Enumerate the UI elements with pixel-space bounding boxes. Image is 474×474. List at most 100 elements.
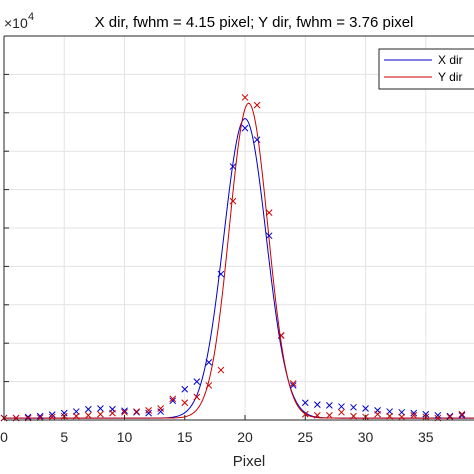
data-point (313, 412, 321, 419)
data-point-stroke (121, 408, 128, 416)
legend-box (378, 48, 474, 90)
data-point (277, 332, 285, 339)
x-tick-label: 35 (418, 429, 434, 445)
data-point (398, 413, 406, 421)
data-point (121, 408, 128, 416)
data-point-stroke (48, 411, 56, 418)
data-point (193, 393, 201, 401)
x-tick-label: 30 (358, 429, 374, 445)
x-axis-label: Pixel (233, 453, 266, 470)
data-point-stroke (109, 409, 116, 417)
data-point-stroke (446, 412, 454, 420)
data-point (205, 382, 213, 389)
data-point-stroke (458, 412, 466, 419)
data-point (181, 385, 189, 393)
data-point (253, 136, 261, 144)
data-point (60, 409, 68, 417)
data-point (169, 395, 177, 403)
data-point (338, 408, 345, 416)
data-point (133, 408, 140, 415)
data-point-stroke (313, 401, 321, 408)
data-point-stroke (97, 410, 104, 418)
data-point-stroke (157, 408, 165, 415)
data-point-stroke (217, 270, 225, 278)
legend-label-y-dir: Y dir (438, 70, 462, 84)
data-point (48, 413, 56, 421)
legend-label-x-dir: X dir (438, 53, 463, 67)
data-point (145, 407, 152, 414)
data-point (374, 410, 381, 418)
y-exponent-power: 4 (28, 11, 34, 23)
data-point-stroke (265, 209, 273, 216)
data-point-stroke (289, 380, 297, 387)
data-point (241, 124, 249, 132)
data-point-stroke (458, 410, 466, 418)
data-point-stroke (434, 412, 442, 419)
data-point-stroke (60, 409, 68, 417)
x-tick-label: 20 (237, 429, 253, 445)
data-point (145, 409, 152, 417)
data-point (24, 413, 32, 421)
x-tick-label: 25 (297, 429, 313, 445)
data-point (326, 412, 333, 419)
data-point (422, 410, 430, 418)
data-point (350, 403, 357, 411)
data-point (157, 405, 165, 412)
data-point-stroke (97, 405, 104, 412)
data-point (434, 412, 442, 419)
data-point-stroke (265, 232, 273, 240)
data-point (205, 359, 213, 366)
data-point-stroke (217, 366, 225, 374)
data-point-stroke (398, 413, 406, 421)
data-point-stroke (229, 163, 237, 170)
data-point-stroke (133, 408, 140, 415)
data-point-stroke (181, 399, 189, 407)
data-point-stroke (205, 359, 213, 366)
data-point (301, 399, 309, 407)
data-point (289, 380, 297, 387)
data-point (362, 405, 369, 412)
data-point (301, 410, 309, 418)
data-point (85, 405, 92, 413)
axis-ticks: 0 5 10 15 20 25 30 35 (0, 73, 434, 445)
data-point (97, 410, 104, 418)
data-point-stroke (36, 412, 44, 420)
data-point-stroke (24, 413, 32, 421)
data-point (446, 412, 454, 420)
data-point-stroke (350, 403, 357, 411)
data-point (289, 382, 297, 389)
data-point (181, 399, 189, 407)
data-point-stroke (145, 407, 152, 414)
data-point-stroke (48, 413, 56, 421)
y-exponent-base: ×10 (4, 15, 28, 31)
data-point-stroke (410, 409, 418, 417)
fit-curve-1 (4, 102, 474, 419)
data-point (109, 409, 116, 417)
data-point (410, 412, 418, 419)
data-point-stroke (85, 412, 92, 419)
data-point-stroke (446, 413, 454, 421)
data-point-stroke (422, 410, 430, 418)
data-point-stroke (181, 385, 189, 393)
data-point-stroke (169, 395, 177, 403)
data-point-stroke (72, 412, 80, 420)
data-point-stroke (289, 382, 297, 389)
data-point (410, 409, 418, 417)
data-point (350, 412, 357, 420)
data-point (85, 412, 92, 419)
data-point (229, 197, 237, 205)
data-point (229, 163, 237, 170)
data-point-stroke (241, 94, 249, 101)
data-point-stroke (145, 409, 152, 417)
fit-curves (4, 102, 474, 419)
data-point-stroke (338, 403, 345, 410)
data-points (0, 94, 466, 422)
data-point-stroke (193, 393, 201, 401)
data-point-stroke (277, 332, 285, 339)
data-point-stroke (313, 412, 321, 419)
data-point (326, 402, 333, 409)
data-point-stroke (326, 402, 333, 409)
data-point (313, 401, 321, 408)
data-point-stroke (301, 399, 309, 407)
